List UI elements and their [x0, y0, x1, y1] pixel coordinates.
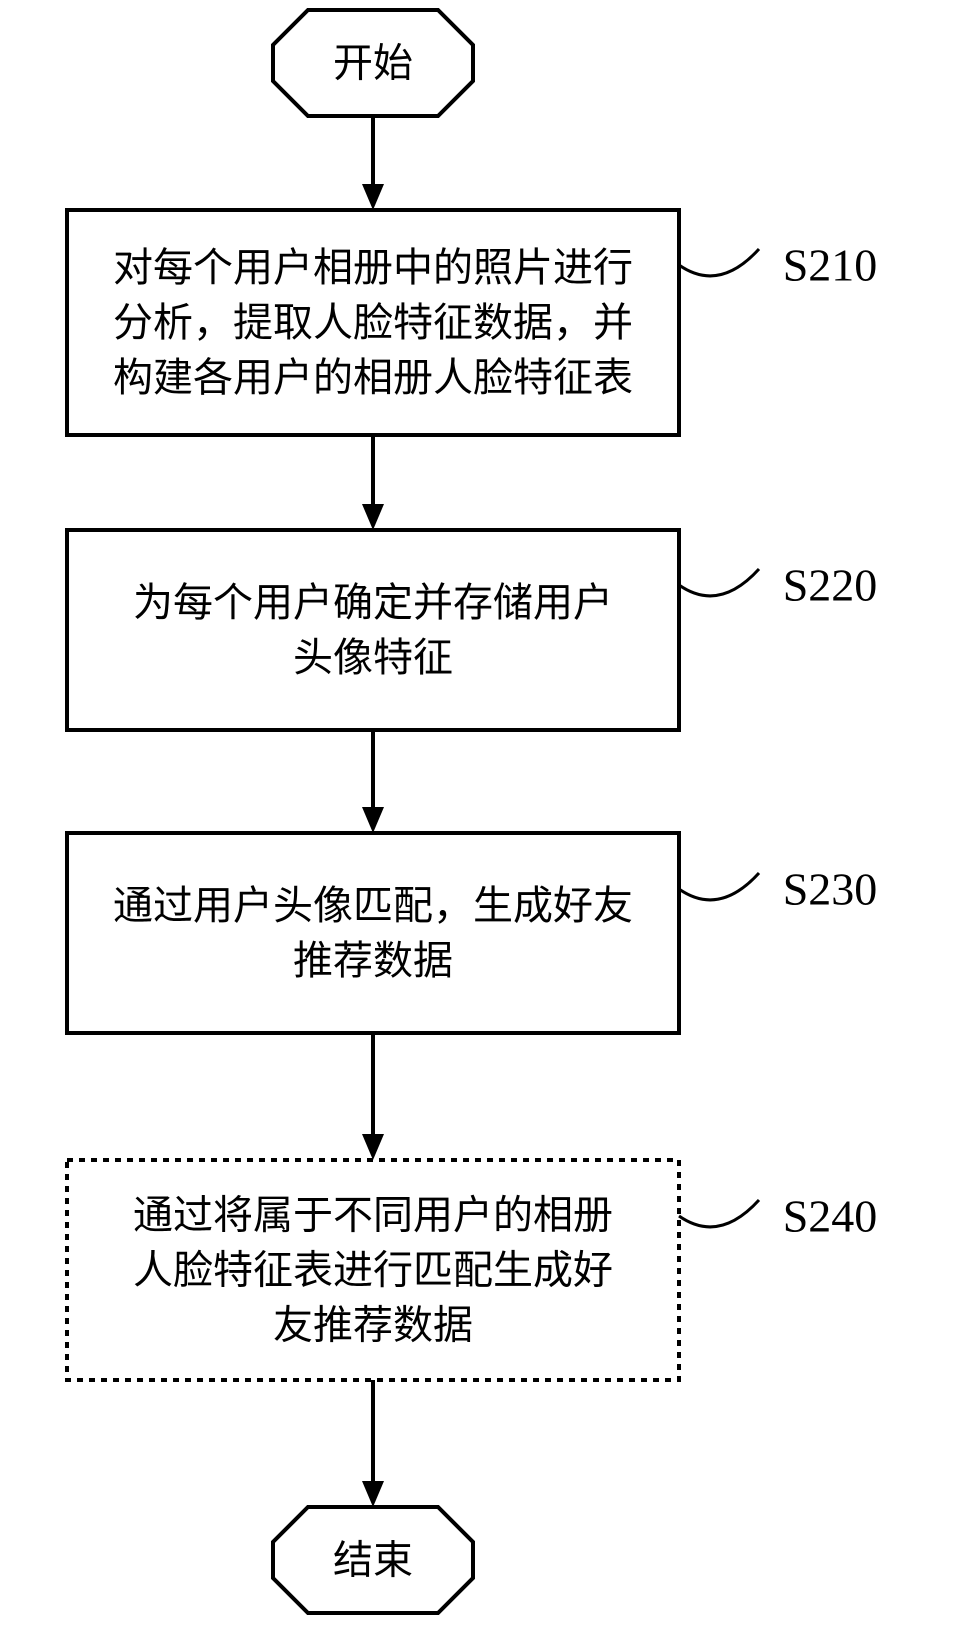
s220-text-line-1: 头像特征 [293, 635, 453, 680]
arrow-head-2 [362, 807, 384, 833]
s230-text-line-1: 推荐数据 [293, 938, 453, 983]
arrow-head-1 [362, 504, 384, 530]
s240-connector [679, 1200, 759, 1227]
s220-step-label: S220 [783, 560, 878, 611]
start-label: 开始 [333, 41, 413, 86]
s210-text-line-1: 分析，提取人脸特征数据，并 [113, 300, 633, 345]
s230-connector [679, 873, 759, 900]
s220-box [67, 530, 679, 730]
s230-step-label: S230 [783, 864, 878, 915]
s220-connector [679, 569, 759, 596]
end-label: 结束 [333, 1538, 413, 1583]
s220-text-line-0: 为每个用户确定并存储用户 [133, 580, 613, 625]
s210-text-line-2: 构建各用户的相册人脸特征表 [113, 355, 633, 400]
arrow-head-4 [362, 1481, 384, 1507]
s240-text-line-1: 人脸特征表进行匹配生成好 [133, 1248, 613, 1293]
s230-text-line-0: 通过用户头像匹配，生成好友 [113, 883, 633, 928]
s210-text-line-0: 对每个用户相册中的照片进行 [113, 245, 633, 290]
arrow-head-0 [362, 184, 384, 210]
s210-connector [679, 249, 759, 276]
s240-text-line-2: 友推荐数据 [273, 1303, 473, 1348]
s240-text-line-0: 通过将属于不同用户的相册 [133, 1193, 613, 1238]
s230-box [67, 833, 679, 1033]
arrow-head-3 [362, 1134, 384, 1160]
s240-step-label: S240 [783, 1191, 878, 1242]
s210-step-label: S210 [783, 240, 878, 291]
